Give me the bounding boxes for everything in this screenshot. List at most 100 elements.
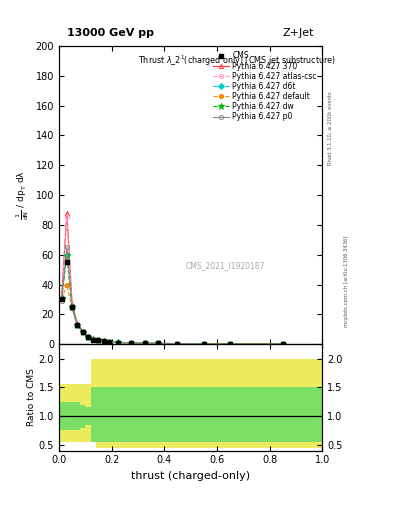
CMS xyxy=(155,340,160,347)
Pythia 6.427 370 xyxy=(96,337,101,343)
Y-axis label: Ratio to CMS: Ratio to CMS xyxy=(27,369,36,426)
CMS xyxy=(228,341,232,347)
Pythia 6.427 p0 xyxy=(59,298,64,304)
Pythia 6.427 dw xyxy=(101,338,106,344)
Pythia 6.427 default xyxy=(129,340,134,346)
Pythia 6.427 p0 xyxy=(75,323,80,329)
Pythia 6.427 default xyxy=(281,341,285,347)
Pythia 6.427 default xyxy=(155,340,160,347)
Pythia 6.427 dw xyxy=(129,340,134,346)
Pythia 6.427 p0 xyxy=(175,340,180,347)
Pythia 6.427 atlas-csc xyxy=(155,340,160,347)
CMS xyxy=(80,329,85,335)
CMS xyxy=(116,339,121,346)
Pythia 6.427 default xyxy=(116,339,121,346)
Pythia 6.427 default xyxy=(75,323,80,329)
Legend: CMS, Pythia 6.427 370, Pythia 6.427 atlas-csc, Pythia 6.427 d6t, Pythia 6.427 de: CMS, Pythia 6.427 370, Pythia 6.427 atla… xyxy=(209,48,320,124)
Pythia 6.427 atlas-csc xyxy=(129,340,134,346)
Pythia 6.427 default xyxy=(64,282,69,288)
CMS xyxy=(75,322,80,328)
Pythia 6.427 p0 xyxy=(202,341,206,347)
Pythia 6.427 p0 xyxy=(80,329,85,335)
CMS xyxy=(91,336,95,343)
Pythia 6.427 d6t xyxy=(281,341,285,347)
Pythia 6.427 dw xyxy=(202,341,206,347)
Pythia 6.427 370 xyxy=(59,293,64,300)
Pythia 6.427 d6t xyxy=(70,304,75,310)
Line: Pythia 6.427 default: Pythia 6.427 default xyxy=(59,283,285,346)
X-axis label: thrust (charged-only): thrust (charged-only) xyxy=(131,471,250,481)
Pythia 6.427 d6t xyxy=(155,340,160,347)
Pythia 6.427 370 xyxy=(202,340,206,347)
Line: Pythia 6.427 p0: Pythia 6.427 p0 xyxy=(59,245,285,346)
Pythia 6.427 d6t xyxy=(107,339,111,345)
Pythia 6.427 default xyxy=(107,339,111,345)
CMS xyxy=(86,334,90,340)
Line: Pythia 6.427 370: Pythia 6.427 370 xyxy=(59,211,285,346)
Pythia 6.427 atlas-csc xyxy=(86,333,90,339)
Pythia 6.427 370 xyxy=(116,339,121,346)
Pythia 6.427 dw xyxy=(59,295,64,301)
Pythia 6.427 p0 xyxy=(96,337,101,344)
Pythia 6.427 dw xyxy=(107,339,111,345)
Pythia 6.427 d6t xyxy=(116,339,121,346)
CMS xyxy=(202,341,206,347)
Pythia 6.427 370 xyxy=(70,301,75,307)
Line: Pythia 6.427 dw: Pythia 6.427 dw xyxy=(58,251,286,348)
Line: Pythia 6.427 d6t: Pythia 6.427 d6t xyxy=(59,252,285,346)
Pythia 6.427 d6t xyxy=(228,341,232,347)
Pythia 6.427 atlas-csc xyxy=(142,340,147,346)
Text: CMS_2021_I1920187: CMS_2021_I1920187 xyxy=(185,261,265,270)
Pythia 6.427 d6t xyxy=(91,336,95,343)
Text: 13000 GeV pp: 13000 GeV pp xyxy=(67,28,154,38)
Pythia 6.427 default xyxy=(91,336,95,343)
Pythia 6.427 atlas-csc xyxy=(175,340,180,347)
Pythia 6.427 atlas-csc xyxy=(96,337,101,343)
Pythia 6.427 atlas-csc xyxy=(70,302,75,308)
Pythia 6.427 370 xyxy=(107,338,111,345)
CMS xyxy=(175,340,180,347)
Pythia 6.427 dw xyxy=(155,340,160,347)
Pythia 6.427 d6t xyxy=(75,322,80,328)
Pythia 6.427 default xyxy=(70,305,75,311)
CMS xyxy=(281,341,285,347)
Pythia 6.427 atlas-csc xyxy=(91,336,95,343)
Line: Pythia 6.427 atlas-csc: Pythia 6.427 atlas-csc xyxy=(59,216,285,346)
CMS xyxy=(96,337,101,344)
Pythia 6.427 default xyxy=(59,296,64,303)
Pythia 6.427 370 xyxy=(155,340,160,347)
Pythia 6.427 default xyxy=(175,340,180,347)
CMS xyxy=(70,304,75,310)
Pythia 6.427 dw xyxy=(116,339,121,346)
Pythia 6.427 atlas-csc xyxy=(75,321,80,327)
CMS xyxy=(129,340,134,346)
Pythia 6.427 atlas-csc xyxy=(202,340,206,347)
Pythia 6.427 atlas-csc xyxy=(228,341,232,347)
Text: mcplots.cern.ch [arXiv:1306.3436]: mcplots.cern.ch [arXiv:1306.3436] xyxy=(344,236,349,327)
Pythia 6.427 370 xyxy=(75,320,80,326)
Y-axis label: $\mathrm{\frac{1}{dN}}$ / $\mathrm{dp_T}$ $\mathrm{d\lambda}$: $\mathrm{\frac{1}{dN}}$ / $\mathrm{dp_T}… xyxy=(15,170,31,220)
Pythia 6.427 370 xyxy=(281,341,285,347)
Pythia 6.427 d6t xyxy=(86,333,90,339)
Pythia 6.427 default xyxy=(101,338,106,345)
CMS xyxy=(59,296,64,303)
CMS xyxy=(64,259,69,265)
Pythia 6.427 p0 xyxy=(70,305,75,311)
Pythia 6.427 dw xyxy=(175,340,180,347)
Pythia 6.427 p0 xyxy=(142,340,147,346)
Pythia 6.427 370 xyxy=(142,340,147,346)
Pythia 6.427 dw xyxy=(80,329,85,335)
Pythia 6.427 dw xyxy=(64,251,69,258)
Pythia 6.427 d6t xyxy=(101,338,106,344)
Pythia 6.427 default xyxy=(86,334,90,340)
Pythia 6.427 atlas-csc xyxy=(107,338,111,345)
Pythia 6.427 p0 xyxy=(228,341,232,347)
Pythia 6.427 atlas-csc xyxy=(281,341,285,347)
Pythia 6.427 370 xyxy=(129,339,134,346)
Pythia 6.427 p0 xyxy=(107,339,111,345)
Pythia 6.427 d6t xyxy=(129,340,134,346)
Line: CMS: CMS xyxy=(59,260,285,346)
Pythia 6.427 p0 xyxy=(64,244,69,250)
Pythia 6.427 370 xyxy=(80,328,85,334)
Pythia 6.427 d6t xyxy=(202,341,206,347)
